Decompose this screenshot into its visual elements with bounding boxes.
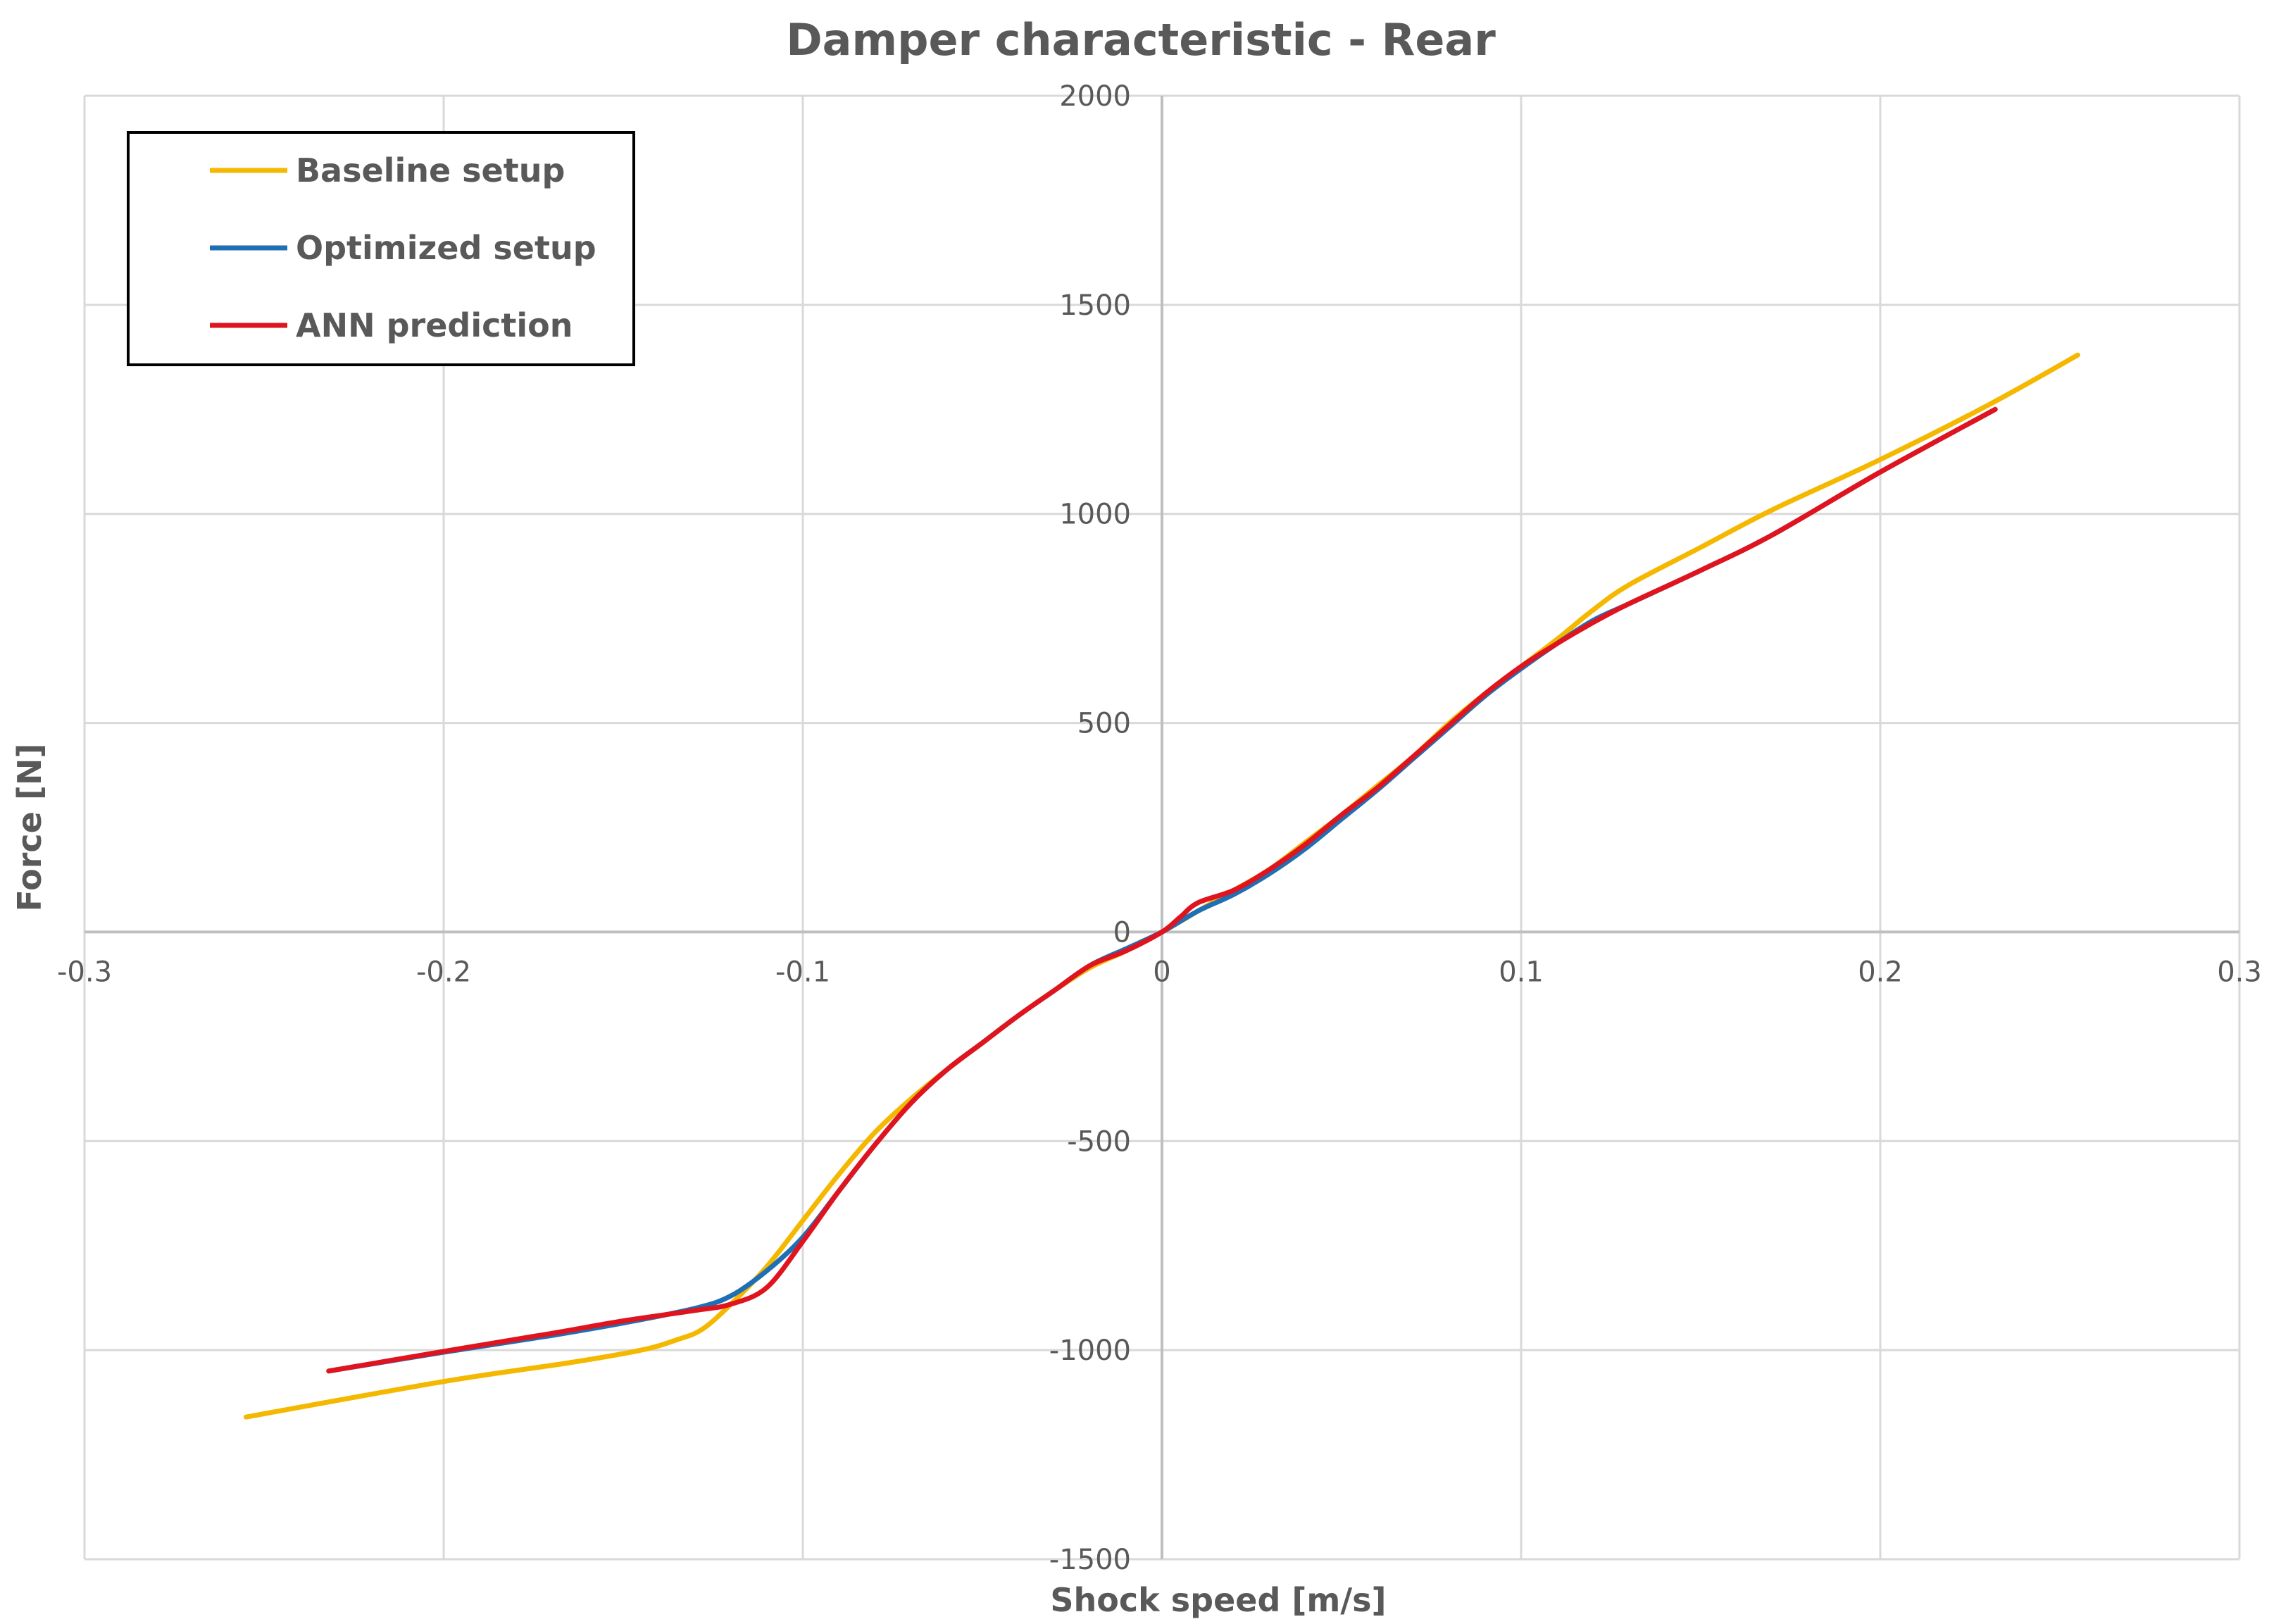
- chart-title: Damper characteristic - Rear: [786, 14, 1496, 65]
- x-axis-title: Shock speed [m/s]: [1050, 1581, 1386, 1619]
- y-axis-title: Force [N]: [11, 744, 49, 912]
- y-tick-label: 1500: [1059, 289, 1131, 322]
- y-tick-label: 500: [1077, 708, 1131, 740]
- y-tick-label: -500: [1067, 1125, 1131, 1158]
- y-tick-label: -1000: [1049, 1335, 1131, 1367]
- x-tick-label: -0.2: [416, 956, 471, 988]
- data-series: [244, 352, 2080, 1420]
- x-tick-label: 0: [1153, 956, 1170, 988]
- x-tick-label: 0.1: [1499, 956, 1544, 988]
- legend-label-ann-prediction: ANN prediction: [296, 306, 573, 344]
- legend: Baseline setup Optimized setup ANN predict…: [127, 131, 635, 366]
- y-tick-label: 1000: [1059, 499, 1131, 531]
- y-tick-label: -1500: [1049, 1544, 1131, 1576]
- tick-labels: -0.3 -0.2 -0.1 0 0.1 0.2 0.3 -1500 -1000 -500 0 500…: [57, 80, 2262, 1576]
- series-line-ann-prediction: [326, 406, 1998, 1374]
- x-tick-label: 0.2: [1858, 956, 1903, 988]
- x-tick-label: 0.3: [2217, 956, 2262, 988]
- legend-label-optimized-setup: Optimized setup: [296, 229, 596, 267]
- x-tick-label: -0.1: [775, 956, 830, 988]
- y-tick-label: 0: [1113, 916, 1131, 949]
- x-tick-label: -0.3: [57, 956, 112, 988]
- y-tick-label: 2000: [1059, 80, 1131, 113]
- legend-label-baseline-setup: Baseline setup: [296, 151, 565, 189]
